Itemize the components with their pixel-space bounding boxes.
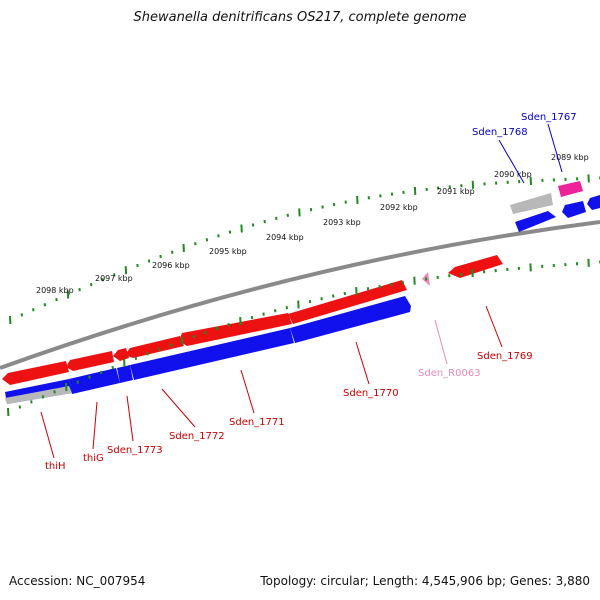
- scale-label-2093: 2093 kbp: [323, 218, 361, 227]
- label-sden-1770[interactable]: Sden_1770: [343, 388, 399, 399]
- label-sden-1767[interactable]: Sden_1767: [521, 112, 577, 123]
- label-thig[interactable]: thiG: [83, 453, 104, 464]
- gene-sden-1773-rev[interactable]: [69, 368, 120, 394]
- forward-strand-genes: [2, 181, 583, 385]
- gene-sden-1772-rev[interactable]: [117, 365, 133, 383]
- leader-sden-1772: [161, 388, 196, 428]
- scale-labels: 2089 kbp 2090 kbp 2091 kbp 2092 kbp 2093…: [36, 153, 589, 295]
- label-sden-1772[interactable]: Sden_1772: [169, 431, 225, 442]
- scale-label-2089: 2089 kbp: [551, 153, 589, 162]
- gene-sden-1773[interactable]: [113, 348, 129, 361]
- gene-sden-1770[interactable]: [288, 280, 407, 324]
- gene-sden-1768-fwd[interactable]: [510, 193, 553, 214]
- scale-label-2097: 2097 kbp: [95, 274, 133, 283]
- leader-sden-1769: [485, 305, 503, 348]
- gene-sden-1770-rev[interactable]: [290, 296, 411, 343]
- gene-sden-1767-fwd[interactable]: [558, 181, 583, 197]
- gene-thig[interactable]: [66, 351, 114, 371]
- genome-summary-text: Topology: circular; Length: 4,545,906 bp…: [260, 574, 590, 588]
- gene-sden-1768-rev[interactable]: [515, 211, 556, 232]
- gene-sden-1772[interactable]: [125, 336, 184, 358]
- gene-sden-1767-rev[interactable]: [562, 201, 586, 218]
- scale-label-2092: 2092 kbp: [380, 203, 418, 212]
- gene-thih[interactable]: [2, 361, 69, 385]
- gene-sden-1769[interactable]: [448, 255, 503, 278]
- gene-edge-rev[interactable]: [587, 195, 600, 210]
- reverse-strand-genes: [5, 195, 600, 404]
- scale-label-2095: 2095 kbp: [209, 247, 247, 256]
- gene-sden-1771-rev[interactable]: [130, 328, 294, 380]
- leader-sden-1768: [498, 139, 525, 184]
- label-thih[interactable]: thiH: [45, 461, 66, 472]
- leader-thig: [92, 401, 98, 450]
- accession-text: Accession: NC_007954: [9, 574, 146, 588]
- label-sden-r0063[interactable]: Sden_R0063: [418, 368, 481, 379]
- label-sden-1773[interactable]: Sden_1773: [107, 445, 163, 456]
- outer-tick-row: [9, 174, 600, 325]
- gene-sden-1771[interactable]: [179, 313, 292, 346]
- leader-sden-1770: [355, 341, 370, 385]
- gene-labels: Sden_1767 Sden_1768 Sden_1769 Sden_R0063…: [45, 112, 577, 472]
- scale-label-2098: 2098 kbp: [36, 286, 74, 295]
- scale-label-2090: 2090 kbp: [494, 170, 532, 179]
- label-sden-1769[interactable]: Sden_1769: [477, 351, 533, 362]
- label-sden-1771[interactable]: Sden_1771: [229, 417, 285, 428]
- leader-sden-r0063: [434, 319, 448, 365]
- label-sden-1768[interactable]: Sden_1768: [472, 127, 528, 138]
- leader-sden-1767: [547, 123, 563, 173]
- inner-tick-row: [7, 258, 600, 417]
- scale-label-2091: 2091 kbp: [437, 187, 475, 196]
- scale-label-2096: 2096 kbp: [152, 261, 190, 270]
- genome-backbone: [0, 220, 600, 370]
- leader-lines: [40, 123, 563, 459]
- leader-sden-1771: [240, 369, 255, 414]
- leader-thih: [40, 411, 55, 459]
- genome-title: Shewanella denitrificans OS217, complete…: [133, 10, 467, 25]
- scale-label-2094: 2094 kbp: [266, 233, 304, 242]
- leader-sden-1773: [126, 395, 134, 442]
